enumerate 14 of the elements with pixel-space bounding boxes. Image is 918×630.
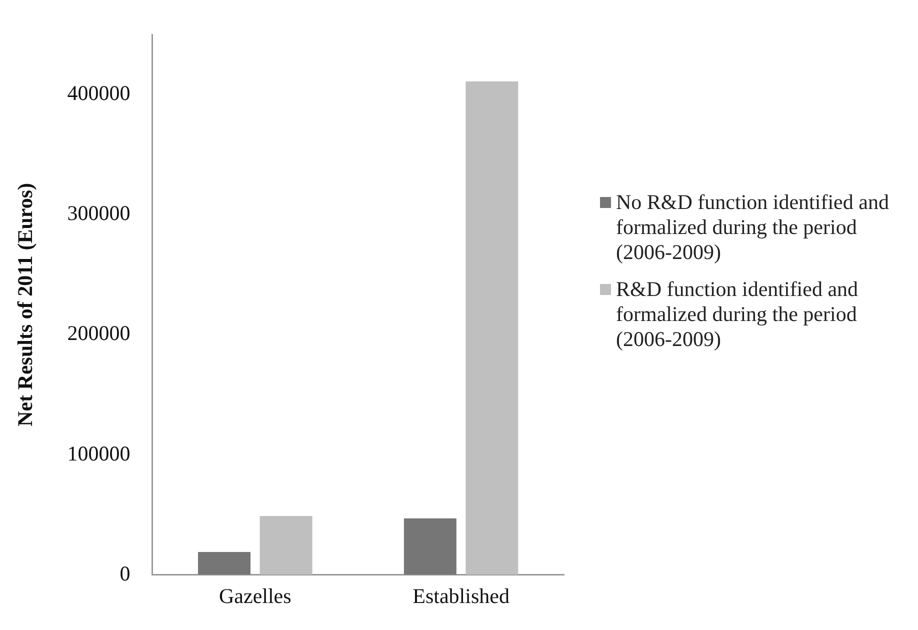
y-tick-label: 100000	[67, 441, 130, 466]
legend-label: No R&D function identified and formalized during the period (2006-2009)	[615, 190, 890, 265]
bar	[466, 81, 518, 575]
y-tick-label: 400000	[67, 81, 130, 106]
y-axis-title: Net Results of 2011 (Euros)	[13, 182, 38, 426]
y-tick-label: 300000	[67, 201, 130, 226]
bar	[404, 518, 456, 575]
y-tick-label: 0	[120, 561, 130, 586]
legend-label: R&D function identified and formalized during the period (2006-2009)	[615, 277, 860, 352]
bar	[260, 516, 312, 575]
x-tick-label: Established	[412, 584, 510, 608]
bar	[198, 552, 251, 575]
x-tick-label: Gazelles	[219, 584, 292, 608]
y-tick-label: 200000	[67, 321, 130, 346]
